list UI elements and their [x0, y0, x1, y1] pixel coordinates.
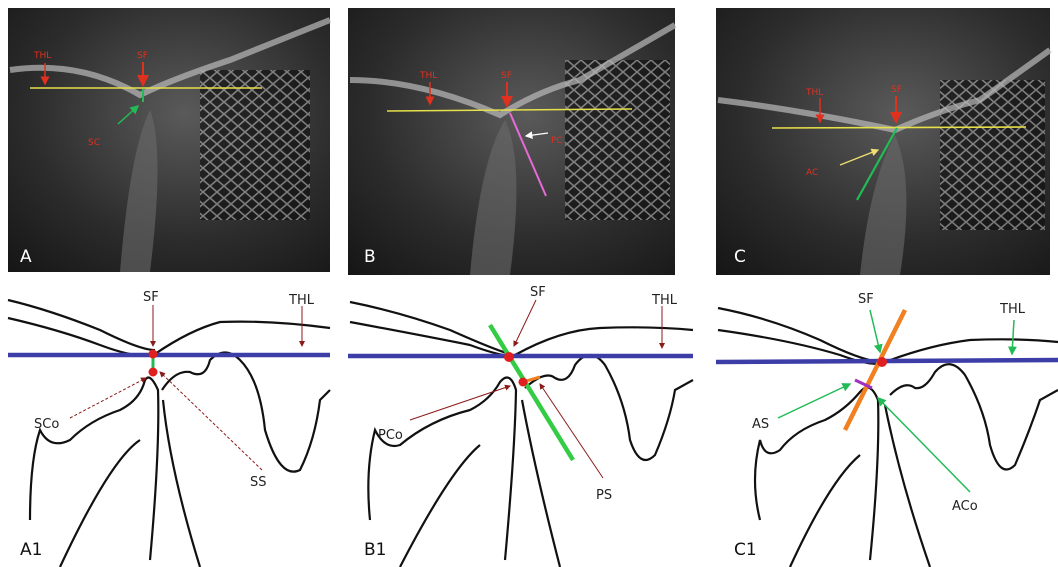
annotation: PC — [551, 136, 563, 146]
annotation: SF — [137, 51, 148, 61]
ct-panel: THL SF PC B — [348, 8, 677, 275]
panel-label: C — [734, 247, 746, 267]
annotation: SS — [250, 475, 267, 490]
annotation: SF — [530, 285, 546, 300]
annotation: SF — [143, 290, 159, 305]
annotation: THL — [33, 51, 51, 61]
annotation: THL — [805, 88, 823, 98]
drawing-panel: SF THL AS ACo C1 — [715, 292, 1058, 567]
panel-label: A — [20, 247, 32, 267]
annotation: AS — [752, 417, 769, 432]
drawing-panel: SF THL SCo SS A1 — [7, 290, 331, 567]
annotation: THL — [419, 71, 437, 81]
annotation: SC — [88, 138, 100, 148]
annotation: SF — [501, 71, 512, 81]
annotation: SF — [858, 292, 874, 307]
panel-label: A1 — [20, 540, 42, 560]
annotation: THL — [288, 293, 315, 308]
annotation: ACo — [952, 499, 978, 514]
panel-label: B1 — [364, 540, 386, 560]
ct-panel: THL SF AC C — [716, 8, 1052, 275]
annotation: SF — [891, 85, 902, 95]
drawing-panel: SF THL PCo PS B1 — [348, 285, 694, 567]
annotation: PS — [596, 488, 612, 503]
annotation: SCo — [34, 417, 59, 432]
annotation: AC — [806, 168, 818, 178]
annotation: THL — [999, 302, 1026, 317]
ct-panel: THL SF SC A — [8, 8, 332, 272]
panel-label: C1 — [734, 540, 757, 560]
annotation: THL — [651, 293, 678, 308]
panel-label: B — [364, 247, 376, 267]
annotation: PCo — [378, 428, 403, 443]
